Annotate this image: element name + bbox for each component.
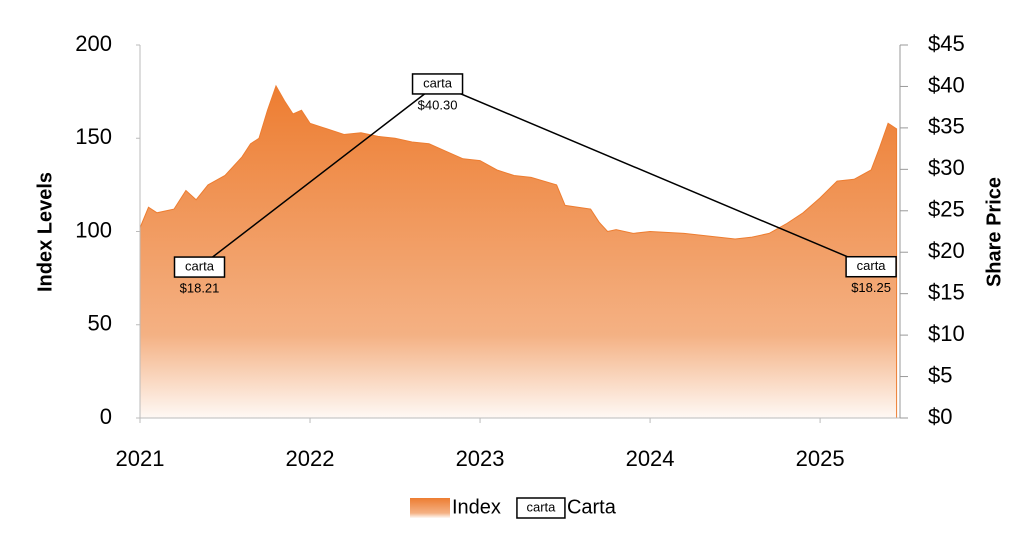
y2-tick-label: $10 <box>928 321 965 346</box>
x-tick-label: 2025 <box>796 446 845 471</box>
marker-text: carta <box>185 258 215 273</box>
legend-swatch <box>516 497 566 519</box>
legend-marker-text: carta <box>526 499 556 514</box>
y2-tick-label: $35 <box>928 114 965 139</box>
x-tick-label: 2024 <box>626 446 675 471</box>
value-label: $40.30 <box>418 97 458 112</box>
y-axis-title: Index Levels <box>34 172 56 292</box>
y-tick-label: 200 <box>75 31 112 56</box>
y2-tick-label: $40 <box>928 72 965 97</box>
x-tick-label: 2023 <box>456 446 505 471</box>
legend-swatch <box>410 498 450 518</box>
carta-marker <box>411 73 464 95</box>
carta-marker <box>845 255 897 278</box>
x-tick-label: 2021 <box>116 446 165 471</box>
y2-tick-label: $0 <box>928 404 952 429</box>
legend-label: Carta <box>567 496 617 518</box>
index-area <box>139 84 898 419</box>
carta-marker <box>173 256 226 278</box>
value-label: $18.25 <box>851 280 891 295</box>
x-tick-label: 2022 <box>286 446 335 471</box>
marker-text: carta <box>423 75 453 90</box>
y-tick-label: 0 <box>100 404 112 429</box>
y-tick-label: 150 <box>75 124 112 149</box>
y2-tick-label: $20 <box>928 238 965 263</box>
y2-tick-label: $45 <box>928 31 965 56</box>
y2-tick-label: $5 <box>928 362 952 387</box>
y2-axis-title: Share Price <box>983 177 1005 287</box>
y2-tick-label: $15 <box>928 279 965 304</box>
y-tick-label: 100 <box>75 217 112 242</box>
y2-tick-label: $25 <box>928 197 965 222</box>
marker-text: carta <box>857 258 887 273</box>
y2-tick-label: $30 <box>928 155 965 180</box>
value-label: $18.21 <box>180 280 220 295</box>
legend-label: Index <box>452 496 501 518</box>
y-tick-label: 50 <box>88 311 112 336</box>
